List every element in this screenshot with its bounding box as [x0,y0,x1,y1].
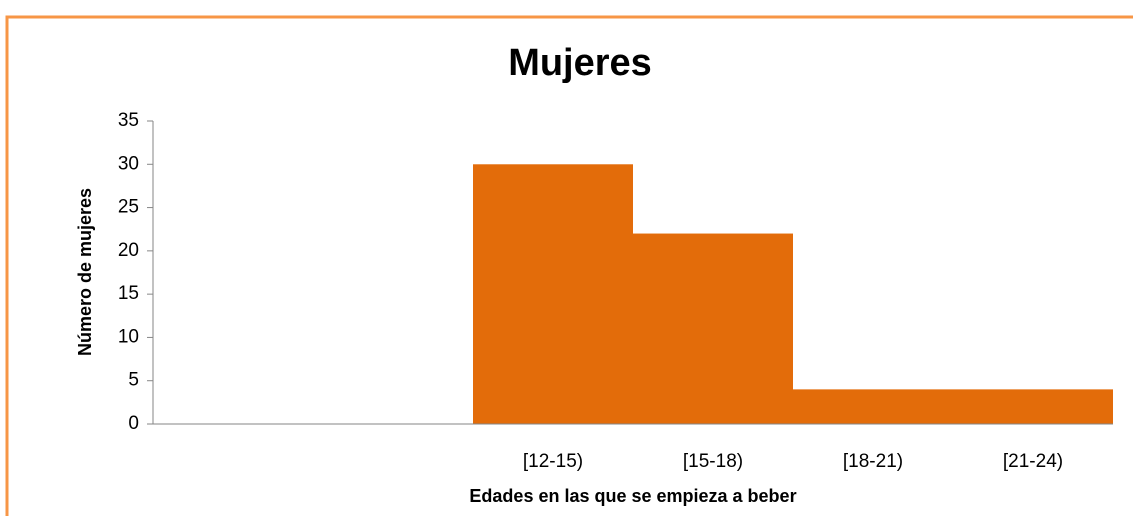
bar [793,389,953,424]
y-tick-label: 20 [118,240,139,261]
x-tick-label: [12-15) [523,451,583,472]
y-axis-label: Número de mujeres [75,188,95,356]
bar [953,389,1113,424]
chart-title: Mujeres [508,42,652,84]
chart-border [5,15,1133,516]
x-axis-label: Edades en las que se empieza a beber [469,486,796,506]
y-tick-label: 5 [128,370,139,391]
y-tick-label: 10 [118,326,139,347]
x-tick-label: [15-18) [683,451,743,472]
y-tick-label: 35 [118,110,139,131]
bar [633,233,793,424]
y-tick-label: 25 [118,197,139,218]
x-tick-label: [18-21) [843,451,903,472]
x-tick-label: [21-24) [1003,451,1063,472]
y-tick-label: 15 [118,283,139,304]
bar [473,164,633,425]
y-tick-label: 30 [118,153,139,174]
y-tick-label: 0 [128,413,139,434]
